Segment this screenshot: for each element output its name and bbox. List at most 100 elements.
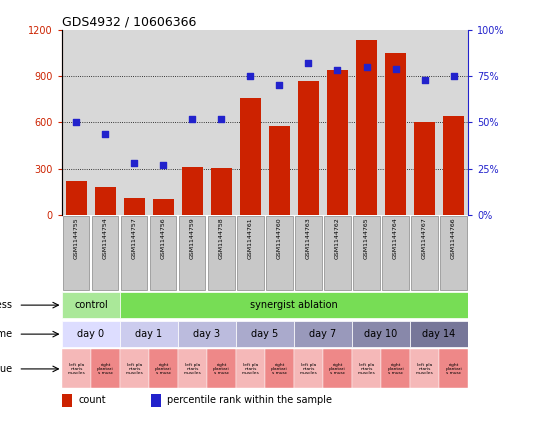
Text: GSM1144759: GSM1144759 xyxy=(190,217,195,259)
Point xyxy=(246,73,255,80)
Bar xyxy=(240,98,260,215)
Text: day 10: day 10 xyxy=(364,329,398,339)
FancyBboxPatch shape xyxy=(412,216,437,290)
Point xyxy=(217,115,226,122)
FancyBboxPatch shape xyxy=(178,321,236,347)
FancyBboxPatch shape xyxy=(149,349,178,388)
FancyBboxPatch shape xyxy=(62,321,120,347)
Bar xyxy=(153,199,174,215)
FancyBboxPatch shape xyxy=(353,216,380,290)
Point xyxy=(391,65,400,72)
Point xyxy=(72,119,81,126)
FancyBboxPatch shape xyxy=(207,349,236,388)
Text: count: count xyxy=(78,396,106,405)
Text: right
plantari
s musc: right plantari s musc xyxy=(97,363,114,375)
Point xyxy=(188,115,197,122)
Text: left pla
ntaris
muscles: left pla ntaris muscles xyxy=(358,363,376,375)
FancyBboxPatch shape xyxy=(440,349,468,388)
FancyBboxPatch shape xyxy=(120,292,468,319)
FancyBboxPatch shape xyxy=(441,216,466,290)
Text: GSM1144763: GSM1144763 xyxy=(306,217,311,259)
Text: right
plantari
s musc: right plantari s musc xyxy=(445,363,462,375)
FancyBboxPatch shape xyxy=(62,292,120,319)
Bar xyxy=(151,394,161,407)
FancyBboxPatch shape xyxy=(294,321,352,347)
Point xyxy=(304,60,313,66)
Bar xyxy=(299,81,318,215)
Bar xyxy=(182,167,203,215)
FancyBboxPatch shape xyxy=(383,216,408,290)
Text: GSM1144754: GSM1144754 xyxy=(103,217,108,259)
FancyBboxPatch shape xyxy=(294,349,323,388)
FancyBboxPatch shape xyxy=(410,321,468,347)
Text: synergist ablation: synergist ablation xyxy=(250,300,338,310)
FancyBboxPatch shape xyxy=(295,216,322,290)
FancyBboxPatch shape xyxy=(381,349,410,388)
FancyBboxPatch shape xyxy=(120,349,148,388)
Text: GSM1144760: GSM1144760 xyxy=(277,217,282,259)
Text: time: time xyxy=(0,329,12,339)
Bar xyxy=(385,53,406,215)
Bar xyxy=(414,122,435,215)
Text: GSM1144764: GSM1144764 xyxy=(393,217,398,259)
Text: percentile rank within the sample: percentile rank within the sample xyxy=(167,396,332,405)
Text: day 0: day 0 xyxy=(77,329,104,339)
Point xyxy=(275,82,284,89)
Text: left pla
ntaris
muscles: left pla ntaris muscles xyxy=(300,363,317,375)
FancyBboxPatch shape xyxy=(410,349,439,388)
Text: day 7: day 7 xyxy=(309,329,337,339)
FancyBboxPatch shape xyxy=(93,216,118,290)
FancyBboxPatch shape xyxy=(179,216,206,290)
Text: left pla
ntaris
muscles: left pla ntaris muscles xyxy=(67,363,85,375)
FancyBboxPatch shape xyxy=(208,216,235,290)
FancyBboxPatch shape xyxy=(324,216,351,290)
Text: GSM1144755: GSM1144755 xyxy=(74,217,79,259)
Text: right
plantari
s musc: right plantari s musc xyxy=(271,363,288,375)
Text: stress: stress xyxy=(0,300,12,310)
Text: GSM1144762: GSM1144762 xyxy=(335,217,340,259)
Text: left pla
ntaris
muscles: left pla ntaris muscles xyxy=(242,363,259,375)
Text: right
plantari
s musc: right plantari s musc xyxy=(213,363,230,375)
Text: GSM1144765: GSM1144765 xyxy=(364,217,369,259)
FancyBboxPatch shape xyxy=(178,349,207,388)
Text: day 5: day 5 xyxy=(251,329,279,339)
Bar xyxy=(66,181,87,215)
Point xyxy=(130,160,139,167)
Text: tissue: tissue xyxy=(0,364,12,374)
FancyBboxPatch shape xyxy=(150,216,176,290)
Text: GDS4932 / 10606366: GDS4932 / 10606366 xyxy=(62,16,196,28)
Text: GSM1144757: GSM1144757 xyxy=(132,217,137,259)
Text: left pla
ntaris
muscles: left pla ntaris muscles xyxy=(183,363,201,375)
FancyBboxPatch shape xyxy=(236,349,265,388)
FancyBboxPatch shape xyxy=(63,216,89,290)
Text: day 1: day 1 xyxy=(136,329,162,339)
Text: day 3: day 3 xyxy=(193,329,221,339)
Bar xyxy=(270,126,289,215)
FancyBboxPatch shape xyxy=(236,321,294,347)
Text: GSM1144756: GSM1144756 xyxy=(161,217,166,259)
FancyBboxPatch shape xyxy=(120,321,178,347)
Text: GSM1144767: GSM1144767 xyxy=(422,217,427,259)
Point xyxy=(333,67,342,74)
FancyBboxPatch shape xyxy=(265,349,294,388)
Point xyxy=(449,73,458,80)
Point xyxy=(101,130,110,137)
FancyBboxPatch shape xyxy=(266,216,293,290)
Point xyxy=(362,63,371,70)
FancyBboxPatch shape xyxy=(352,349,381,388)
Bar xyxy=(124,198,145,215)
Text: right
plantari
s musc: right plantari s musc xyxy=(329,363,346,375)
FancyBboxPatch shape xyxy=(122,216,147,290)
Text: left pla
ntaris
muscles: left pla ntaris muscles xyxy=(416,363,434,375)
Bar xyxy=(327,70,348,215)
Text: GSM1144761: GSM1144761 xyxy=(248,217,253,259)
Point xyxy=(420,76,429,83)
Bar xyxy=(356,41,377,215)
Bar xyxy=(443,116,464,215)
FancyBboxPatch shape xyxy=(62,349,90,388)
Bar xyxy=(95,187,116,215)
Bar xyxy=(211,168,231,215)
FancyBboxPatch shape xyxy=(91,349,119,388)
Text: GSM1144766: GSM1144766 xyxy=(451,217,456,259)
Text: right
plantari
s musc: right plantari s musc xyxy=(387,363,404,375)
